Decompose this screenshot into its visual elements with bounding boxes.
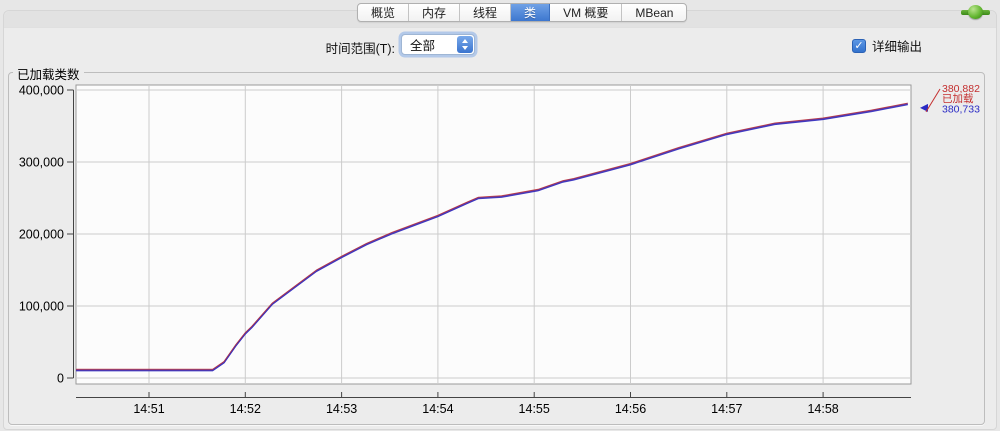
svg-text:14:57: 14:57 xyxy=(711,402,742,416)
connection-status-icon[interactable] xyxy=(961,5,990,19)
tab-vm-summary[interactable]: VM 概要 xyxy=(550,4,623,21)
svg-text:200,000: 200,000 xyxy=(19,228,64,242)
svg-text:400,000: 400,000 xyxy=(19,84,64,98)
stepper-icon xyxy=(457,36,473,53)
time-range-label: 时间范围(T): xyxy=(325,42,395,56)
verbose-output-control: ✓ 详细输出 xyxy=(852,36,922,55)
svg-text:14:51: 14:51 xyxy=(133,402,164,416)
svg-text:14:54: 14:54 xyxy=(422,402,453,416)
verbose-output-label: 详细输出 xyxy=(872,40,923,54)
tab-memory[interactable]: 内存 xyxy=(409,4,461,21)
tab-mbean[interactable]: MBean xyxy=(635,5,674,20)
svg-text:0: 0 xyxy=(57,372,64,386)
loaded-classes-panel: 已加载类数 0 100,000 200,000 300,000 400,000 14:51… xyxy=(8,64,985,425)
svg-text:已加载: 已加载 xyxy=(942,93,974,105)
chart-title: 已加载类数 xyxy=(13,64,84,83)
time-range-selected-value: 全部 xyxy=(410,39,436,53)
tab-bar: 概览 内存 线程类 VM 概要 MBean xyxy=(357,3,688,22)
svg-text:380,733: 380,733 xyxy=(942,104,980,116)
plug-ball-icon xyxy=(968,5,983,19)
tab-threads[interactable]: 线程 xyxy=(460,4,512,21)
svg-text:14:56: 14:56 xyxy=(615,402,646,416)
plug-bar-right-icon xyxy=(981,9,990,15)
time-range-select[interactable]: 全部 xyxy=(401,34,475,55)
svg-text:300,000: 300,000 xyxy=(19,156,64,170)
verbose-output-checkbox[interactable]: ✓ xyxy=(852,38,866,53)
svg-text:14:55: 14:55 xyxy=(519,402,550,416)
svg-text:100,000: 100,000 xyxy=(19,300,64,314)
svg-text:380,882: 380,882 xyxy=(942,83,980,95)
svg-text:14:58: 14:58 xyxy=(807,402,838,416)
loaded-classes-chart: 0 100,000 200,000 300,000 400,000 14:51 14:52 1… xyxy=(19,83,980,416)
tab-overview[interactable]: 概览 xyxy=(358,4,410,21)
tab-classes[interactable]: 类 xyxy=(511,4,551,21)
plug-bar-left-icon xyxy=(961,9,970,15)
svg-text:14:52: 14:52 xyxy=(230,402,261,416)
svg-text:14:53: 14:53 xyxy=(326,402,357,416)
